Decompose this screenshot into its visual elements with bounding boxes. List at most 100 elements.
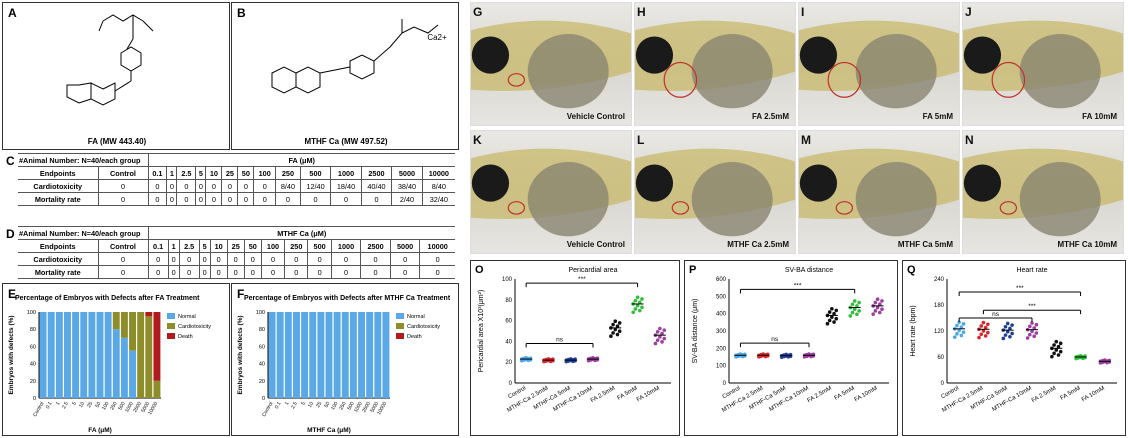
pericardium-marker xyxy=(991,61,1026,98)
legend-swatch xyxy=(167,333,175,339)
panel-a-fa-structure: A FA (MW 443.40) xyxy=(2,2,230,150)
data-point xyxy=(1056,344,1061,349)
data-point xyxy=(611,331,615,335)
bar-segment xyxy=(137,312,145,398)
bar-segment xyxy=(358,312,365,398)
y-tick-label: 0 xyxy=(941,381,945,387)
table-cell: 10 xyxy=(209,239,228,253)
x-tick-label: 1000 xyxy=(124,401,135,414)
y-tick-label: 80 xyxy=(30,327,36,333)
table-cell: Endpoints xyxy=(18,166,98,180)
table-cell: 0 xyxy=(176,192,196,206)
bar-segment xyxy=(333,312,341,398)
y-tick-label: 100 xyxy=(502,277,513,283)
table-cell: 50 xyxy=(243,239,262,253)
x-axis-label: FA (μM) xyxy=(88,427,112,434)
data-point xyxy=(957,328,961,333)
data-point xyxy=(834,308,839,313)
bar-segment xyxy=(349,312,357,398)
x-tick-label: 0.1 xyxy=(274,401,283,410)
x-tick-label: 5000 xyxy=(369,401,380,414)
bar-segment xyxy=(47,312,55,398)
y-axis-label: Embryos with defects (%) xyxy=(8,315,15,394)
panel-label: J xyxy=(965,5,972,19)
table-cell: 0 xyxy=(147,192,167,206)
x-tick-label: 500 xyxy=(117,401,126,411)
yolk-sac xyxy=(691,162,773,237)
y-tick-label: 80 xyxy=(505,298,512,304)
bar-segment xyxy=(112,312,120,330)
data-point xyxy=(857,309,861,313)
data-point xyxy=(1058,341,1063,346)
data-point xyxy=(1001,336,1006,341)
bar-segment xyxy=(317,312,325,398)
table-cell: 5 xyxy=(195,166,206,180)
panel-label: B xyxy=(237,6,246,20)
table-cell: 0 xyxy=(198,265,211,279)
x-tick-label: FA 2.5mM xyxy=(590,386,616,405)
table-cell: 0 xyxy=(147,179,167,193)
data-point xyxy=(979,324,984,328)
data-point xyxy=(986,322,990,327)
table-cell: 0 xyxy=(360,192,392,206)
x-tick-label: 10 xyxy=(307,401,315,409)
embryo-eye xyxy=(635,164,674,202)
table-cell: 5000 xyxy=(391,166,423,180)
y-tick-label: 20 xyxy=(30,379,36,385)
bar-segment xyxy=(129,350,136,398)
table-cell: 0 xyxy=(284,265,308,279)
table-cell: 0 xyxy=(195,179,206,193)
embryo-photo-i: I FA 5mM xyxy=(798,2,960,126)
panel-label: A xyxy=(8,6,17,20)
x-tick-label: 0.1 xyxy=(45,401,54,410)
table-cell: 0 xyxy=(330,192,362,206)
table-cell: 50 xyxy=(237,166,254,180)
data-point xyxy=(1034,331,1039,335)
bar-segment xyxy=(72,312,80,398)
table-cell: 250 xyxy=(275,166,301,180)
y-tick-label: 180 xyxy=(934,303,945,309)
legend-label: Death xyxy=(407,334,422,340)
legend-swatch xyxy=(396,323,404,329)
data-point xyxy=(852,299,857,303)
embryo-eye xyxy=(635,36,674,74)
bar-segment xyxy=(145,316,153,398)
data-point xyxy=(983,334,988,338)
data-point xyxy=(827,318,832,323)
data-point xyxy=(981,329,986,333)
zebrafish-embryo-icon xyxy=(471,20,631,109)
data-point xyxy=(788,354,793,359)
yolk-sac xyxy=(527,33,609,109)
data-point xyxy=(961,322,966,326)
table-cell: 1 xyxy=(166,166,177,180)
data-point xyxy=(609,334,613,338)
zebrafish-embryo-icon xyxy=(635,20,795,109)
data-point xyxy=(957,320,961,324)
bar-segment xyxy=(129,312,136,351)
photo-caption: FA 2.5mM xyxy=(751,112,789,121)
bar-segment xyxy=(55,312,63,398)
x-tick-label: FA 10mM xyxy=(636,386,661,404)
bar-segment xyxy=(293,312,300,398)
panel-label: C xyxy=(6,154,15,168)
bar-segment xyxy=(153,312,161,381)
data-point xyxy=(1003,325,1008,329)
data-point xyxy=(1083,355,1087,360)
legend-label: Death xyxy=(178,334,193,340)
y-tick-label: 500 xyxy=(716,294,727,300)
pericardium-marker xyxy=(671,201,690,215)
table-cell: 0 xyxy=(167,252,180,266)
data-point xyxy=(850,302,855,307)
data-point xyxy=(1025,336,1030,340)
table-cell: 2500 xyxy=(360,166,392,180)
data-point xyxy=(955,332,959,336)
photo-caption: MTHF Ca 10mM xyxy=(1057,240,1117,249)
table-cell: 1 xyxy=(167,239,180,253)
panel-a-caption: FA (MW 443.40) xyxy=(87,137,147,146)
x-tick-label: 250 xyxy=(338,401,347,411)
data-point xyxy=(551,358,555,363)
panel-label: H xyxy=(637,5,646,19)
y-tick-label: 600 xyxy=(716,277,727,283)
y-tick-label: 300 xyxy=(716,329,727,335)
embryo-photo-j: J FA 10mM xyxy=(962,2,1124,126)
